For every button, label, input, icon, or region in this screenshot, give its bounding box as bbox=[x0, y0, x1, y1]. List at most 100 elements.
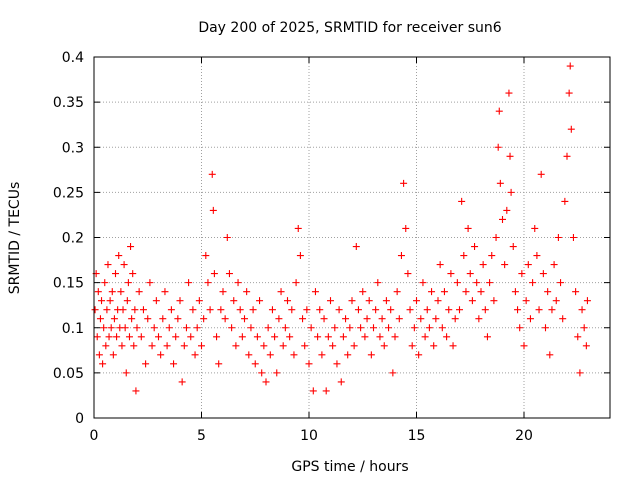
data-point bbox=[352, 243, 360, 251]
data-point bbox=[569, 234, 577, 241]
data-point bbox=[106, 297, 114, 305]
data-point bbox=[533, 252, 541, 260]
data-point bbox=[144, 315, 152, 323]
data-point bbox=[103, 306, 111, 314]
x-tick-label: 0 bbox=[90, 428, 99, 444]
data-point bbox=[583, 297, 591, 305]
data-point bbox=[370, 324, 377, 332]
data-point bbox=[382, 297, 390, 305]
x-axis-label: GPS time / hours bbox=[291, 459, 408, 475]
axis-tick-labels: 0 5 10 15 20 0 0.05 0.1 0.15 0.2 0.25 0.3 0.35 0.4 bbox=[53, 50, 533, 444]
y-tick-label: 0.2 bbox=[62, 231, 84, 247]
data-point bbox=[413, 297, 420, 305]
data-point bbox=[566, 62, 574, 70]
data-point bbox=[428, 288, 436, 296]
data-point bbox=[301, 342, 309, 350]
data-point bbox=[432, 315, 440, 323]
data-point bbox=[552, 297, 560, 305]
data-point bbox=[380, 342, 388, 350]
data-point bbox=[118, 342, 126, 350]
data-point bbox=[290, 351, 298, 359]
data-point bbox=[389, 369, 397, 377]
data-point bbox=[559, 315, 567, 323]
data-point bbox=[133, 324, 141, 332]
data-point bbox=[119, 306, 127, 314]
data-point bbox=[256, 297, 264, 305]
data-point bbox=[357, 324, 365, 332]
grid bbox=[94, 57, 610, 418]
data-point bbox=[225, 270, 233, 278]
data-point bbox=[305, 360, 313, 368]
data-point bbox=[359, 288, 367, 296]
data-point bbox=[316, 306, 324, 314]
data-point bbox=[400, 179, 408, 187]
data-point bbox=[100, 324, 108, 332]
data-point bbox=[139, 306, 147, 314]
data-point bbox=[350, 342, 358, 350]
data-point bbox=[462, 288, 470, 296]
data-point bbox=[542, 324, 549, 332]
data-point bbox=[230, 297, 238, 305]
data-point bbox=[548, 306, 556, 314]
data-point bbox=[561, 197, 569, 205]
data-point bbox=[161, 288, 169, 296]
data-point bbox=[234, 279, 242, 287]
data-point bbox=[524, 261, 532, 269]
data-point bbox=[120, 261, 128, 269]
data-point bbox=[507, 188, 515, 196]
data-point bbox=[395, 315, 403, 323]
data-point bbox=[105, 333, 113, 341]
data-point bbox=[331, 324, 339, 332]
x-tick-label: 15 bbox=[408, 428, 426, 444]
data-point bbox=[516, 324, 524, 332]
data-point bbox=[458, 197, 466, 205]
data-point bbox=[195, 297, 203, 305]
data-point bbox=[182, 324, 190, 332]
data-point bbox=[329, 342, 337, 350]
data-point bbox=[208, 170, 216, 178]
data-point bbox=[132, 387, 140, 395]
data-point bbox=[535, 306, 543, 314]
data-point bbox=[445, 306, 453, 314]
data-point bbox=[506, 152, 514, 160]
data-point bbox=[228, 324, 236, 332]
data-point bbox=[292, 279, 300, 287]
data-point bbox=[438, 324, 446, 332]
data-point bbox=[163, 342, 171, 350]
data-point bbox=[327, 297, 334, 305]
data-point bbox=[249, 306, 257, 314]
data-point bbox=[449, 342, 457, 350]
y-tick-label: 0.3 bbox=[62, 140, 84, 156]
data-point bbox=[496, 179, 504, 187]
data-point bbox=[99, 360, 107, 368]
data-point bbox=[159, 315, 167, 323]
data-point bbox=[526, 315, 534, 323]
data-point bbox=[578, 306, 586, 314]
data-point bbox=[387, 306, 395, 314]
data-point bbox=[374, 279, 382, 287]
data-point bbox=[187, 333, 195, 341]
data-point bbox=[451, 315, 459, 323]
data-point bbox=[580, 324, 588, 332]
data-point bbox=[408, 342, 416, 350]
data-point bbox=[511, 288, 519, 296]
data-point bbox=[582, 342, 590, 350]
data-point bbox=[492, 234, 500, 241]
y-tick-label: 0 bbox=[75, 411, 84, 427]
data-point bbox=[333, 360, 341, 368]
data-point bbox=[98, 297, 106, 305]
data-point bbox=[157, 351, 165, 359]
data-point bbox=[122, 369, 130, 377]
data-point bbox=[318, 351, 326, 359]
data-point bbox=[406, 306, 414, 314]
data-point bbox=[271, 333, 279, 341]
data-point bbox=[505, 89, 513, 97]
y-tick-label: 0.15 bbox=[53, 276, 84, 292]
data-point bbox=[576, 369, 584, 377]
data-point bbox=[174, 315, 182, 323]
data-point bbox=[260, 342, 268, 350]
y-tick-label: 0.35 bbox=[53, 95, 84, 111]
axis-ticks bbox=[93, 56, 610, 419]
data-point bbox=[275, 315, 283, 323]
data-point bbox=[531, 224, 539, 232]
